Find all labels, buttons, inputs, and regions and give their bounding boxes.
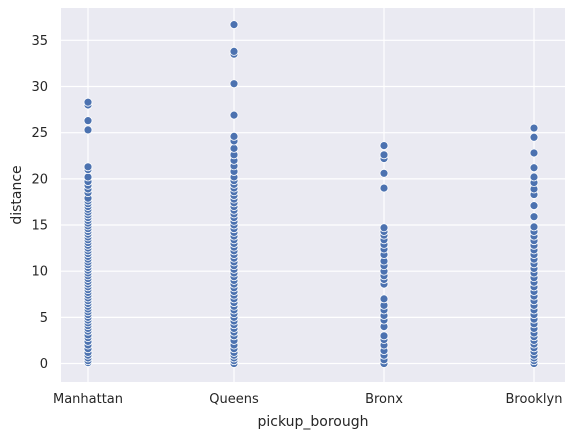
data-point <box>379 168 389 178</box>
data-point <box>379 183 389 193</box>
data-point <box>379 294 389 304</box>
x-tick-label: Brooklyn <box>506 392 563 407</box>
data-point <box>229 79 239 89</box>
data-point <box>529 212 539 222</box>
data-point <box>229 20 239 30</box>
x-tick-label: Manhattan <box>53 392 123 407</box>
data-point <box>229 110 239 120</box>
data-point <box>83 162 93 172</box>
data-point <box>529 172 539 182</box>
y-axis-label: distance <box>9 165 25 224</box>
y-tick-label: 15 <box>31 219 48 234</box>
data-point <box>229 131 239 141</box>
data-point <box>529 201 539 211</box>
y-tick-label: 20 <box>31 172 48 187</box>
data-point <box>529 148 539 158</box>
data-point <box>83 125 93 135</box>
y-tick-label: 0 <box>40 357 48 372</box>
y-tick-label: 25 <box>31 126 48 141</box>
data-point <box>529 222 539 232</box>
data-point <box>529 163 539 173</box>
y-tick-label: 5 <box>40 311 48 326</box>
data-point <box>379 331 389 341</box>
y-tick-label: 35 <box>31 34 48 49</box>
data-point <box>379 150 389 160</box>
data-point <box>83 172 93 182</box>
data-point <box>529 132 539 142</box>
data-points <box>83 20 539 368</box>
data-point <box>229 143 239 153</box>
plot-background <box>61 8 565 382</box>
y-tick-labels: 0 5 10 15 20 25 30 35 <box>31 34 48 372</box>
x-tick-labels: Manhattan Queens Bronx Brooklyn <box>53 392 563 407</box>
data-point <box>379 223 389 233</box>
x-axis-label: pickup_borough <box>257 414 368 430</box>
data-point <box>529 123 539 133</box>
data-point <box>379 141 389 150</box>
x-tick-label: Queens <box>209 392 259 407</box>
data-point <box>83 97 93 107</box>
data-point <box>229 47 239 56</box>
y-tick-label: 10 <box>31 265 48 280</box>
y-tick-label: 30 <box>31 80 48 95</box>
data-point <box>83 116 93 126</box>
x-tick-label: Bronx <box>365 392 403 407</box>
